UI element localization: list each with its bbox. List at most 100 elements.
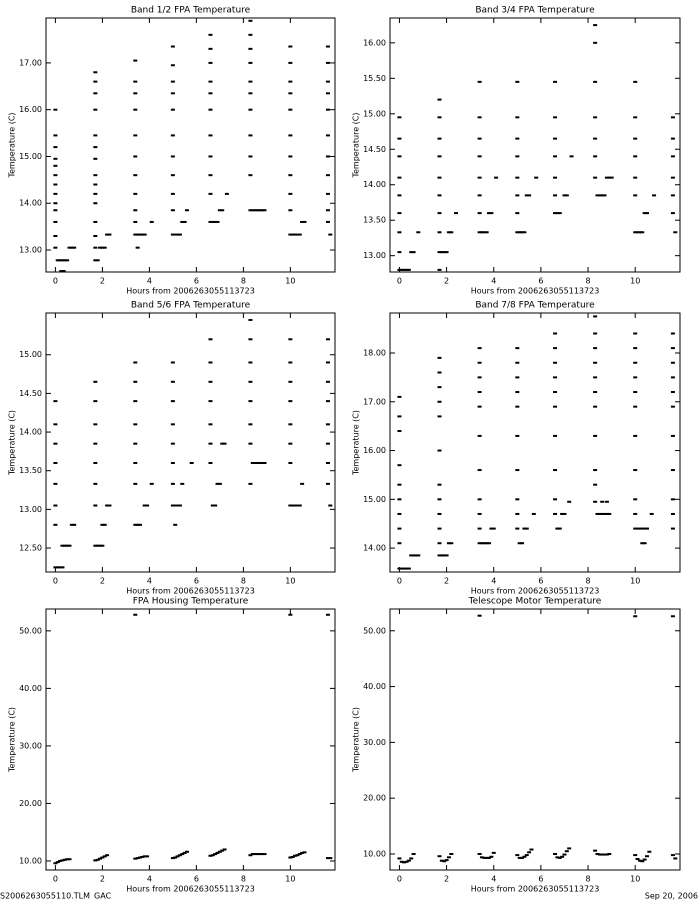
data-point <box>555 527 560 530</box>
data-point <box>208 442 213 445</box>
data-point <box>397 498 402 501</box>
x-tick-label: 0 <box>53 277 58 286</box>
data-point <box>137 856 142 859</box>
x-tick-label: 10 <box>285 277 295 286</box>
data-point <box>293 233 298 236</box>
data-point <box>67 544 72 547</box>
data-point <box>562 853 567 856</box>
data-point <box>302 851 307 854</box>
data-point <box>133 174 138 177</box>
data-point <box>437 176 442 179</box>
data-point <box>515 405 520 408</box>
data-point <box>145 504 150 507</box>
data-point <box>446 542 451 545</box>
data-point <box>98 246 103 249</box>
data-point <box>133 192 138 195</box>
data-point <box>439 859 444 862</box>
data-point <box>260 209 265 212</box>
data-point <box>520 542 525 545</box>
data-point <box>597 194 602 197</box>
y-tick-label: 14.00 <box>363 544 386 553</box>
plot-frame <box>45 17 336 273</box>
data-point <box>642 858 647 861</box>
data-point <box>515 527 520 530</box>
data-point <box>484 542 489 545</box>
data-point <box>170 155 175 158</box>
data-point <box>635 231 640 234</box>
data-point <box>553 194 558 197</box>
data-point <box>288 233 293 236</box>
data-point <box>644 527 649 530</box>
data-point <box>297 853 302 856</box>
plot-frame <box>389 608 681 871</box>
data-point <box>670 527 675 530</box>
data-point <box>670 391 675 394</box>
data-point <box>93 859 98 862</box>
data-point <box>397 527 402 530</box>
data-point <box>255 209 260 212</box>
x-tick-label: 6 <box>538 577 543 586</box>
x-axis-label: Hours from 2006263055113723 <box>126 885 255 894</box>
data-point <box>593 391 598 394</box>
data-point <box>170 134 175 137</box>
data-point <box>69 523 74 526</box>
data-point <box>133 233 138 236</box>
data-point <box>149 220 154 223</box>
data-point <box>213 853 218 856</box>
data-point <box>208 361 213 364</box>
data-point <box>437 212 442 215</box>
y-axis-label: Temperature (C) <box>8 707 17 773</box>
data-point <box>633 347 638 350</box>
y-tick-label: 10.00 <box>19 856 42 865</box>
data-point <box>640 527 645 530</box>
y-tick-label: 13.50 <box>19 466 42 475</box>
data-point <box>53 157 58 160</box>
data-point <box>53 183 58 186</box>
y-tick-label: 15.50 <box>363 74 386 83</box>
data-point <box>170 45 175 48</box>
data-point <box>477 194 482 197</box>
y-tick-label: 15.00 <box>19 350 42 359</box>
data-point <box>213 504 218 507</box>
data-point <box>553 469 558 472</box>
data-point <box>649 512 654 515</box>
data-point <box>60 566 65 569</box>
data-point <box>604 853 609 856</box>
data-point <box>593 500 598 503</box>
data-point <box>170 504 175 507</box>
data-point <box>257 461 262 464</box>
data-point <box>213 220 218 223</box>
data-point <box>262 461 267 464</box>
data-point <box>633 231 638 234</box>
data-point <box>644 855 649 858</box>
x-tick-label: 4 <box>491 875 496 884</box>
data-point <box>477 80 482 83</box>
x-axis-label: Hours from 2006263055113723 <box>126 287 255 296</box>
data-point <box>515 155 520 158</box>
data-point <box>477 212 482 215</box>
data-point <box>555 212 560 215</box>
data-point <box>248 482 253 485</box>
data-point <box>602 194 607 197</box>
data-point <box>593 176 598 179</box>
data-point <box>288 45 293 48</box>
data-point <box>100 544 105 547</box>
data-point <box>489 527 494 530</box>
data-point <box>220 209 225 212</box>
data-point <box>93 157 98 160</box>
data-point <box>180 853 185 856</box>
data-point <box>95 858 100 861</box>
data-point <box>290 855 295 858</box>
data-point <box>173 504 178 507</box>
data-point <box>328 504 333 507</box>
data-point <box>635 527 640 530</box>
data-point <box>522 855 527 858</box>
data-point <box>133 400 138 403</box>
y-tick-label: 14.00 <box>19 199 42 208</box>
data-point <box>93 246 98 249</box>
data-point <box>253 461 258 464</box>
data-point <box>595 512 600 515</box>
data-point <box>93 202 98 205</box>
data-point <box>328 233 333 236</box>
